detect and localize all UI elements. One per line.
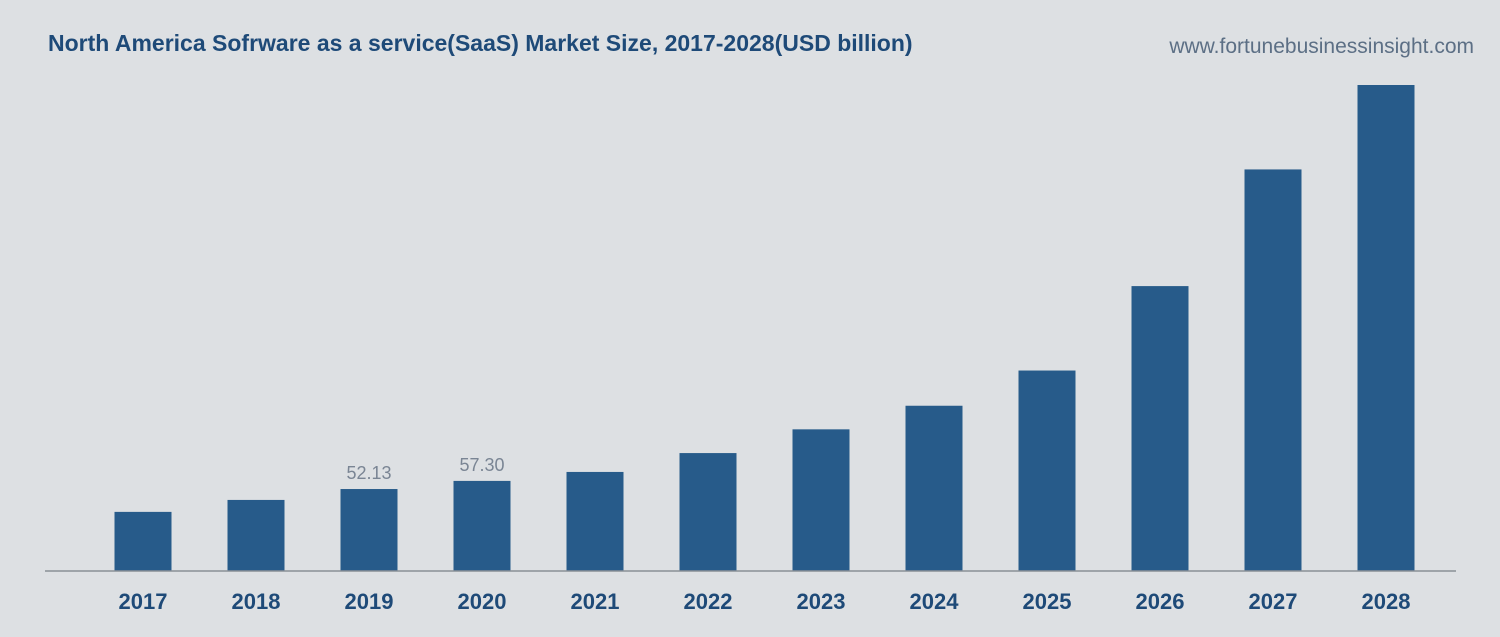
x-tick-label-2028: 2028 — [1362, 589, 1411, 614]
bar-2028 — [1357, 85, 1415, 571]
chart-title: North America Sofrware as a service(SaaS… — [48, 30, 913, 56]
x-tick-label-2023: 2023 — [797, 589, 846, 614]
bars-layer — [114, 85, 1415, 572]
x-tick-label-2025: 2025 — [1023, 589, 1072, 614]
x-tick-label-2019: 2019 — [345, 589, 394, 614]
x-tick-label-2027: 2027 — [1249, 589, 1298, 614]
source-url: www.fortunebusinessinsight.com — [1169, 35, 1474, 58]
x-tick-label-2020: 2020 — [458, 589, 507, 614]
bar-2017 — [114, 511, 172, 571]
x-tick-label-2024: 2024 — [910, 589, 960, 614]
data-label-2020: 57.30 — [459, 455, 504, 475]
bar-2025 — [1018, 370, 1076, 571]
x-tick-label-2018: 2018 — [232, 589, 281, 614]
bar-2026 — [1131, 286, 1189, 571]
bar-2027 — [1244, 169, 1302, 572]
data-label-2019: 52.13 — [346, 463, 391, 483]
x-tick-label-2026: 2026 — [1136, 589, 1185, 614]
bar-2022 — [679, 453, 737, 571]
bar-2018 — [227, 499, 285, 571]
bar-2024 — [905, 405, 963, 571]
bar-2019 — [340, 489, 398, 571]
labels-layer: 2017 2018 2019 52.13 2020 57.30 2021 2022 2023 20… — [119, 455, 1411, 614]
bar-2023 — [792, 429, 850, 571]
bar-2020 — [453, 480, 511, 571]
x-tick-label-2017: 2017 — [119, 589, 168, 614]
x-tick-label-2022: 2022 — [684, 589, 733, 614]
bar-2021 — [566, 471, 624, 571]
x-tick-label-2021: 2021 — [571, 589, 620, 614]
